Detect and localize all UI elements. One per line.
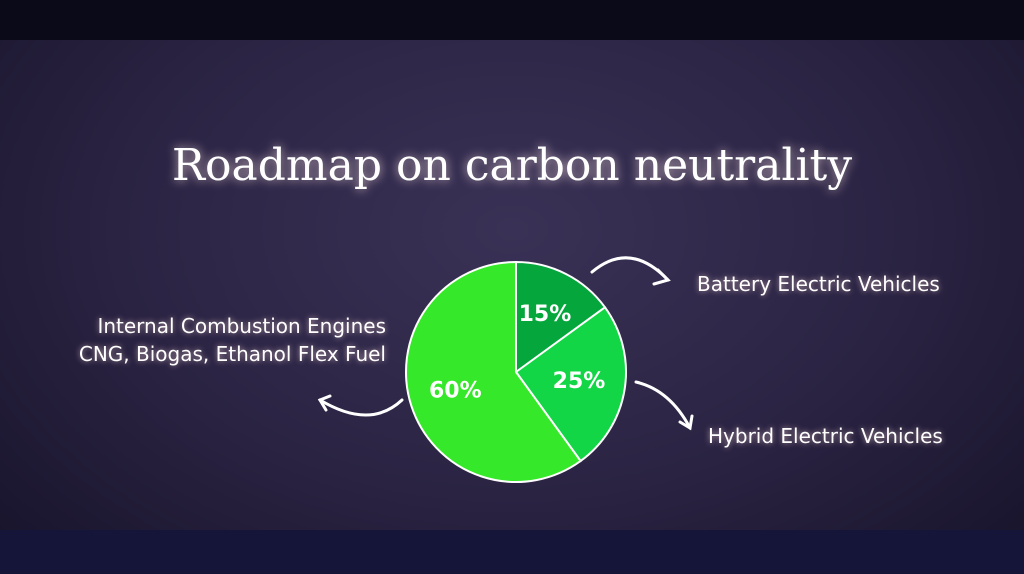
pie-slice — [405, 260, 583, 483]
arrows — [317, 256, 694, 431]
pie-slice — [514, 305, 627, 463]
value-label: 15% — [519, 302, 572, 327]
slice-label: Internal Combustion Engines CNG, Biogas,… — [78, 314, 386, 366]
arrow — [318, 398, 404, 417]
value-label: 60% — [429, 379, 482, 404]
pie-slice — [515, 260, 607, 374]
arrow-head — [652, 268, 671, 286]
arrow — [590, 256, 670, 282]
arrow — [634, 380, 692, 430]
slice-label: Battery Electric Vehicles — [697, 272, 940, 296]
chart-title: Roadmap on carbon neutrality — [171, 140, 853, 191]
slice-label: Hybrid Electric Vehicles — [708, 424, 943, 448]
arrow-head — [678, 414, 694, 431]
value-label: 25% — [553, 369, 606, 394]
arrow-head — [317, 394, 332, 412]
stage-top — [0, 0, 1024, 40]
stage-floor — [0, 530, 1024, 574]
